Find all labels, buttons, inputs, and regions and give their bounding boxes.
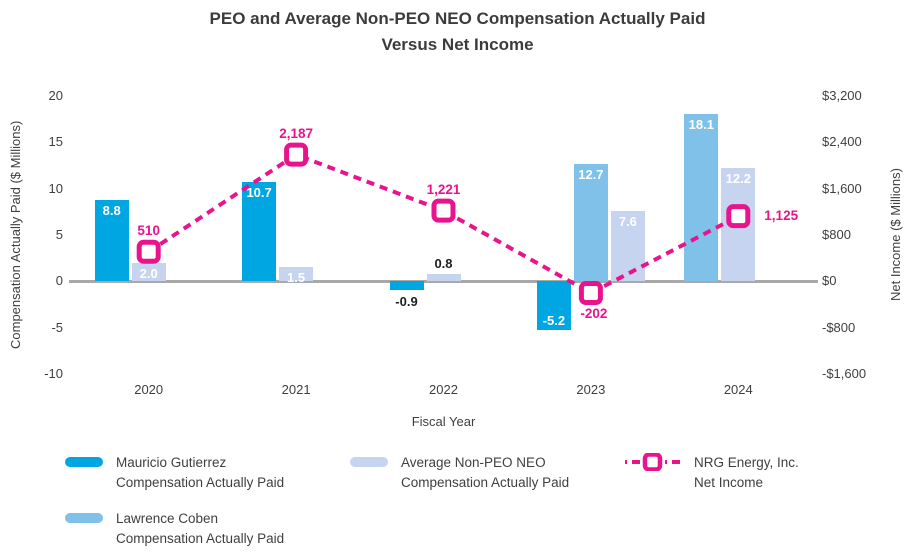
legend-label-line2: Net Income bbox=[694, 474, 764, 490]
legend-swatch-average-non-peo-neo bbox=[350, 457, 388, 467]
net-income-marker bbox=[284, 142, 309, 167]
right-axis-tick-label: $2,400 bbox=[822, 134, 862, 150]
left-axis-tick-label: 10 bbox=[48, 180, 63, 196]
bar-avg bbox=[426, 273, 461, 282]
legend-item-average-non-peo-neo: Average Non-PEO NEO Compensation Actuall… bbox=[350, 453, 569, 492]
x-axis-label: 2024 bbox=[723, 382, 753, 397]
x-axis-label: 2022 bbox=[429, 382, 458, 397]
left-axis-tick-label: 5 bbox=[55, 227, 63, 242]
x-axis-title: Fiscal Year bbox=[411, 414, 476, 429]
legend-item-lawrence-coben: Lawrence Coben Compensation Actually Pai… bbox=[65, 509, 284, 548]
net-income-marker bbox=[431, 198, 456, 223]
dashed-line-marker-icon bbox=[625, 452, 681, 477]
net-income-marker bbox=[726, 204, 751, 229]
net-income-value-label: 2,187 bbox=[279, 125, 313, 141]
legend-item-net-income: NRG Energy, Inc. Net Income bbox=[625, 452, 799, 492]
chart-title-line2: Versus Net Income bbox=[381, 35, 534, 55]
left-axis-tick-label: 0 bbox=[55, 273, 63, 289]
bar-value-label: 7.6 bbox=[618, 213, 637, 229]
legend-label-line2: Compensation Actually Paid bbox=[116, 530, 285, 546]
legend-label-lawrence-coben: Lawrence Coben Compensation Actually Pai… bbox=[116, 509, 284, 548]
bar-value-label: 12.7 bbox=[578, 166, 604, 182]
x-axis-label: 2020 bbox=[134, 382, 164, 397]
legend-label-line1: Lawrence Coben bbox=[116, 511, 219, 526]
right-axis-tick-label: -$800 bbox=[822, 319, 856, 335]
x-axis-label: 2023 bbox=[576, 382, 606, 397]
net-income-value-label: 1,125 bbox=[764, 208, 799, 224]
right-axis-tick-label: $0 bbox=[822, 273, 837, 289]
left-axis-tick-label: 20 bbox=[48, 88, 63, 103]
net-income-line-layer bbox=[136, 142, 751, 306]
bar-value-label: 8.8 bbox=[102, 202, 121, 218]
bar-avg bbox=[279, 267, 314, 282]
bar-mg bbox=[389, 281, 424, 290]
legend-swatch-mauricio-gutierrez bbox=[65, 457, 103, 467]
bar-mg bbox=[536, 281, 571, 330]
legend-label-average-non-peo-neo: Average Non-PEO NEO Compensation Actuall… bbox=[401, 453, 569, 492]
bar-lc bbox=[684, 113, 719, 282]
legend-label-line1: Average Non-PEO NEO bbox=[401, 455, 546, 470]
net-income-value-label: 510 bbox=[137, 222, 160, 238]
bar-mg bbox=[242, 182, 277, 282]
legend-label-mauricio-gutierrez: Mauricio Gutierrez Compensation Actually… bbox=[116, 453, 284, 492]
left-axis-tick-label: 15 bbox=[48, 134, 63, 150]
net-income-value-label: -202 bbox=[580, 306, 608, 322]
chart-title: PEO and Average Non-PEO NEO Compensation… bbox=[0, 6, 915, 59]
bar-value-label: 12.2 bbox=[725, 171, 751, 187]
zero-axis-line bbox=[69, 279, 818, 283]
bar-value-label: 0.8 bbox=[434, 255, 453, 271]
net-income-value-label: 1,221 bbox=[426, 181, 461, 197]
bar-value-label: 18.1 bbox=[688, 116, 714, 132]
legend-item-mauricio-gutierrez: Mauricio Gutierrez Compensation Actually… bbox=[65, 453, 284, 492]
plot-area: 20 15 10 5 0 -5 -10 $3,200 $2,400 $1,600 $800 $0 -$8… bbox=[44, 88, 866, 397]
chart-title-line1: PEO and Average Non-PEO NEO Compensation… bbox=[209, 9, 706, 28]
bar-value-label: 1.5 bbox=[287, 270, 306, 286]
bar-avg bbox=[131, 262, 166, 282]
right-axis-tick-label: $800 bbox=[822, 227, 851, 242]
left-axis-tick-label: -10 bbox=[44, 366, 63, 381]
bar-value-label: 10.7 bbox=[246, 185, 272, 201]
legend-label-net-income: NRG Energy, Inc. Net Income bbox=[694, 453, 799, 492]
bar-mg bbox=[94, 199, 129, 282]
net-income-marker bbox=[136, 239, 161, 264]
bar-avg bbox=[610, 210, 645, 282]
net-income-marker bbox=[578, 281, 603, 306]
right-axis-tick-label: -$1,600 bbox=[822, 366, 867, 381]
legend: Mauricio Gutierrez Compensation Actually… bbox=[0, 445, 915, 559]
legend-label-line2: Compensation Actually Paid bbox=[116, 474, 285, 490]
bar-lc bbox=[573, 163, 608, 282]
legend-label-line1: Mauricio Gutierrez bbox=[116, 455, 227, 470]
bar-value-label: -5.2 bbox=[542, 312, 566, 328]
bar-value-label: 2.0 bbox=[139, 265, 158, 281]
right-axis-tick-label: $1,600 bbox=[822, 180, 862, 196]
left-axis-tick-label: -5 bbox=[51, 319, 63, 335]
net-income-line bbox=[147, 152, 740, 296]
legend-label-line1: NRG Energy, Inc. bbox=[694, 455, 799, 470]
right-axis-tick-label: $3,200 bbox=[822, 88, 862, 103]
legend-swatch-lawrence-coben bbox=[65, 513, 103, 523]
x-axis-label: 2021 bbox=[281, 382, 311, 397]
bar-value-label: -0.9 bbox=[395, 293, 418, 309]
legend-label-line2: Compensation Actually Paid bbox=[401, 474, 570, 490]
